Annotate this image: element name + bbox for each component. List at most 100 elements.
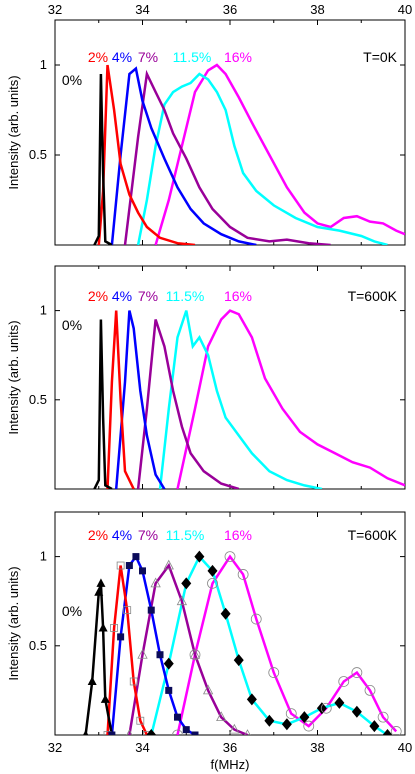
series-label: 16% bbox=[224, 288, 252, 304]
data-point-11p5pct bbox=[207, 564, 218, 577]
data-point-0pct bbox=[87, 676, 97, 685]
y-axis-label: Intensity (arb. units) bbox=[6, 566, 21, 680]
data-point-7pct bbox=[229, 723, 240, 734]
data-point-2pct bbox=[116, 561, 125, 570]
data-point-16pct bbox=[351, 667, 363, 678]
x-tick-label-top: 40 bbox=[398, 2, 412, 17]
series-line-2pct bbox=[106, 310, 135, 489]
series-label: 16% bbox=[224, 527, 252, 543]
data-point-16pct bbox=[303, 720, 315, 732]
series-label: 2% bbox=[88, 527, 108, 543]
temperature-label: T=600K bbox=[348, 288, 398, 304]
series-label: 4% bbox=[112, 49, 132, 65]
x-tick-label: 32 bbox=[48, 740, 62, 755]
data-point-7pct bbox=[126, 729, 133, 735]
data-point-16pct bbox=[268, 667, 280, 678]
data-point-11p5pct bbox=[163, 657, 174, 670]
data-point-7pct bbox=[176, 595, 188, 606]
y-tick-label: 1 bbox=[40, 549, 47, 564]
series-label: 4% bbox=[112, 288, 132, 304]
data-point-7pct bbox=[163, 559, 174, 570]
data-point-2pct bbox=[123, 606, 132, 615]
series-line-11p5pct bbox=[150, 554, 389, 735]
data-point-11p5pct bbox=[220, 607, 231, 620]
x-tick-label-top: 36 bbox=[223, 2, 237, 17]
series-line-16pct bbox=[176, 309, 405, 489]
data-point-16pct bbox=[224, 551, 236, 562]
series-label: 4% bbox=[112, 527, 132, 543]
data-point-4pct bbox=[156, 651, 164, 659]
data-point-0pct bbox=[94, 587, 104, 596]
x-tick-label: 34 bbox=[135, 740, 149, 755]
data-point-11p5pct bbox=[194, 550, 205, 563]
series-label: 11.5% bbox=[173, 49, 212, 65]
x-tick-label: 36 bbox=[223, 740, 237, 755]
data-point-16pct bbox=[377, 711, 389, 723]
data-point-16pct bbox=[364, 685, 376, 696]
data-point-0pct bbox=[96, 578, 106, 587]
y-tick-label: 0.5 bbox=[29, 392, 47, 407]
series-label: 0% bbox=[62, 317, 82, 333]
series-label: 11.5% bbox=[166, 288, 205, 304]
data-point-4pct bbox=[125, 562, 133, 570]
series-label: 7% bbox=[138, 527, 158, 543]
temperature-label: T=600K bbox=[348, 527, 398, 543]
data-point-7pct bbox=[150, 577, 161, 588]
x-tick-label-top: 32 bbox=[48, 2, 62, 17]
series-label: 2% bbox=[88, 288, 108, 304]
series-line-16pct bbox=[176, 554, 398, 735]
data-point-2pct bbox=[142, 731, 151, 735]
series-label: 7% bbox=[138, 288, 158, 304]
temperature-label: T=0K bbox=[363, 49, 398, 65]
data-point-4pct bbox=[108, 731, 116, 735]
data-point-4pct bbox=[165, 686, 173, 694]
y-axis-label: Intensity (arb. units) bbox=[6, 75, 21, 189]
data-point-7pct bbox=[189, 648, 201, 659]
data-point-4pct bbox=[182, 726, 190, 734]
data-point-11p5pct bbox=[281, 718, 292, 731]
series-line-4pct bbox=[110, 66, 257, 245]
data-point-4pct bbox=[117, 633, 125, 641]
data-point-7pct bbox=[244, 729, 251, 735]
data-point-11p5pct bbox=[369, 720, 380, 733]
data-point-2pct bbox=[103, 731, 112, 735]
series-label: 11.5% bbox=[166, 527, 205, 543]
data-point-11p5pct bbox=[233, 654, 244, 667]
series-line-0pct bbox=[93, 73, 113, 245]
data-point-16pct bbox=[172, 729, 183, 735]
data-point-2pct bbox=[110, 624, 118, 632]
series-line-11p5pct bbox=[136, 72, 388, 245]
panel-1: 32 34 36 38 40 0.5 1 Intensity (arb. units) 0% 2%… bbox=[6, 2, 412, 246]
x-tick-label: 38 bbox=[310, 740, 324, 755]
series-label: 0% bbox=[62, 72, 82, 88]
data-point-11p5pct bbox=[382, 729, 393, 735]
series-line-2pct bbox=[106, 565, 149, 735]
data-point-7pct bbox=[202, 684, 214, 695]
data-point-4pct bbox=[174, 713, 181, 721]
series-line-7pct bbox=[123, 69, 331, 245]
data-point-16pct bbox=[320, 702, 332, 714]
data-point-2pct bbox=[129, 677, 138, 686]
data-point-0pct bbox=[100, 694, 110, 703]
y-axis-label: Intensity (arb. units) bbox=[6, 320, 21, 434]
data-point-2pct bbox=[136, 716, 145, 725]
data-point-11p5pct bbox=[181, 577, 192, 590]
data-point-4pct bbox=[147, 606, 155, 614]
series-line-16pct bbox=[154, 63, 405, 245]
series-label: 2% bbox=[88, 49, 108, 65]
data-point-11p5pct bbox=[316, 702, 327, 715]
data-point-7pct bbox=[216, 711, 227, 722]
series-line-0pct bbox=[84, 583, 114, 735]
series-line-2pct bbox=[97, 64, 196, 245]
series-line-0pct bbox=[93, 319, 113, 489]
series-line-4pct bbox=[114, 310, 166, 489]
data-point-16pct bbox=[338, 676, 350, 687]
x-tick-label-top: 38 bbox=[310, 2, 324, 17]
y-tick-label: 1 bbox=[40, 303, 47, 318]
data-point-11p5pct bbox=[351, 705, 362, 718]
data-point-16pct bbox=[285, 708, 297, 719]
series-line-7pct bbox=[128, 562, 248, 735]
data-point-16pct bbox=[237, 569, 249, 580]
data-point-16pct bbox=[390, 726, 402, 735]
